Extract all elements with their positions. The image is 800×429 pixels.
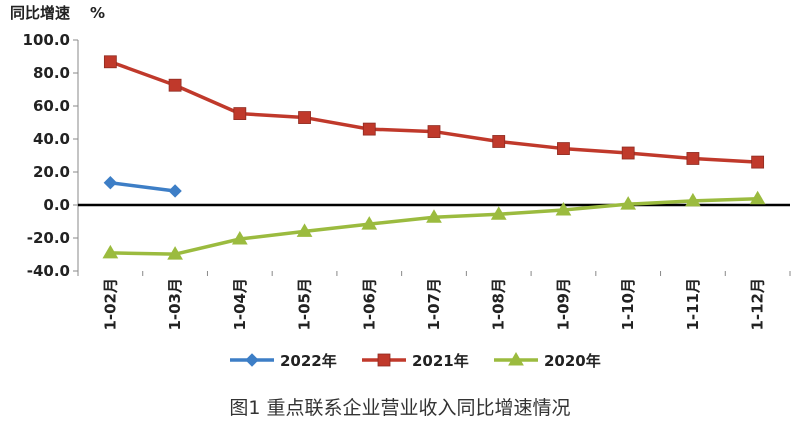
data-point [749, 190, 766, 205]
figure-caption: 图1 重点联系企业营业收入同比增速情况 [229, 397, 570, 419]
data-point [362, 122, 376, 136]
data-point [103, 176, 118, 190]
y-tick-label: 60.0 [33, 97, 70, 115]
data-point [426, 209, 442, 223]
y-axis-title: 同比增速 % [10, 4, 105, 22]
plot-area: 100.0 80.0 60.0 40.0 20.0 0.0 -20.0 -40.0 1-02月 1… [23, 31, 791, 331]
y-axis-label: 同比增速 [10, 4, 70, 22]
data-point [555, 201, 572, 216]
x-tick-label: 1-07月 [425, 278, 443, 331]
legend-marker [508, 352, 524, 366]
legend-label: 2022年 [280, 352, 337, 370]
data-point [490, 206, 507, 220]
data-point [298, 111, 311, 124]
data-point [296, 223, 313, 237]
y-axis-unit: % [90, 4, 105, 22]
data-point [620, 196, 637, 210]
data-point [427, 125, 441, 138]
y-tick-label: 0.0 [43, 196, 70, 214]
data-point [167, 246, 183, 260]
data-point [686, 152, 700, 165]
x-tick-label: 1-03月 [166, 278, 184, 331]
x-tick-label: 1-11月 [684, 278, 702, 331]
x-tick-label: 1-06月 [360, 278, 378, 331]
x-tick-label: 1-04月 [231, 278, 249, 331]
x-tick-label: 1-05月 [296, 278, 314, 331]
x-tick-label: 1-12月 [749, 278, 767, 331]
data-point [492, 135, 506, 148]
data-point [233, 107, 247, 120]
data-point [557, 142, 570, 155]
y-tick-label: -40.0 [27, 262, 70, 280]
data-point [168, 78, 182, 92]
y-tick-label: 100.0 [23, 31, 70, 49]
y-tick-label: 20.0 [33, 163, 70, 181]
y-tick-label: 40.0 [33, 130, 70, 148]
y-tick-label: 80.0 [33, 64, 70, 82]
x-tick-label: 1-09月 [554, 278, 572, 331]
data-point [103, 55, 117, 69]
legend-label: 2021年 [412, 352, 469, 370]
data-point [621, 146, 635, 160]
series-line-2022年 [110, 180, 176, 193]
x-tick-label: 1-10月 [619, 278, 637, 331]
x-tick-label: 1-08月 [490, 278, 508, 331]
data-point [685, 192, 701, 207]
data-point [168, 184, 182, 198]
legend: 2022年 2021年 2020年 [230, 352, 601, 370]
series-line-2021年 [109, 60, 758, 164]
legend-marker [245, 353, 259, 367]
data-point [361, 216, 378, 230]
y-tick-label: -20.0 [27, 229, 70, 247]
data-point [751, 155, 765, 169]
series-line-2020年 [110, 196, 758, 256]
legend-marker [377, 353, 391, 367]
data-point [102, 244, 119, 259]
x-tick-label: 1-02月 [101, 278, 119, 331]
data-point [231, 230, 248, 245]
legend-label: 2020年 [544, 352, 601, 370]
